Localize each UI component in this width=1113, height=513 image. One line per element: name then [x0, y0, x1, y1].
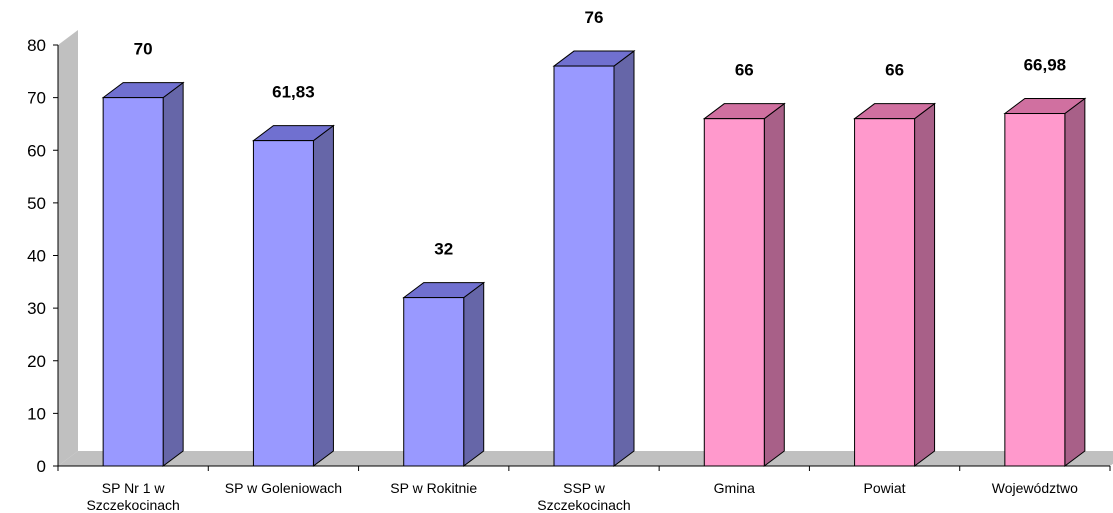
- bar-side: [914, 102, 936, 467]
- bar-front: [703, 118, 765, 467]
- bar-front: [102, 97, 164, 467]
- y-tick-label: 80: [27, 36, 46, 55]
- y-tick-label: 30: [27, 299, 46, 318]
- data-label: 66: [885, 61, 904, 80]
- y-tick-label: 40: [27, 247, 46, 266]
- y-tick-label: 70: [27, 89, 46, 108]
- bar: [552, 50, 636, 467]
- bar-side: [763, 102, 785, 467]
- y-axis: 0 10 20 30 40 50 60 70 80: [27, 36, 59, 476]
- bar-front: [553, 65, 615, 467]
- bar: [1003, 97, 1087, 467]
- bar: [251, 124, 335, 467]
- bar: [853, 102, 937, 467]
- bar-side: [1064, 97, 1086, 467]
- y-tick-label: 0: [37, 457, 46, 476]
- x-tick-label: Gmina: [714, 480, 755, 496]
- bar-side: [613, 50, 635, 467]
- bars: [101, 50, 1087, 467]
- data-label: 70: [134, 40, 153, 59]
- x-tick-label: Szczekocinach: [86, 497, 179, 513]
- y-tick-label: 50: [27, 194, 46, 213]
- bar-front: [252, 140, 314, 467]
- data-label: 61,83: [272, 83, 315, 102]
- data-label: 66,98: [1024, 56, 1067, 75]
- bar: [101, 81, 185, 467]
- x-tick-label: SP w Goleniowach: [225, 480, 342, 496]
- y-tick-label: 20: [27, 352, 46, 371]
- bar-front: [403, 297, 465, 467]
- side-wall: [58, 30, 78, 466]
- data-labels: 70 61,83 32 76 66 66 66,98: [134, 8, 1066, 259]
- bar-side: [312, 124, 334, 467]
- data-label: 32: [434, 240, 453, 259]
- x-tick-label: SP w Rokitnie: [390, 480, 477, 496]
- y-tick-label: 10: [27, 404, 46, 423]
- bar-front: [854, 118, 916, 467]
- x-tick-label: Szczekocinach: [537, 497, 630, 513]
- bar-front: [1004, 113, 1066, 467]
- bar-side: [463, 281, 485, 467]
- data-label: 76: [585, 8, 604, 27]
- x-tick-label: Powiat: [864, 480, 906, 496]
- y-tick-label: 60: [27, 141, 46, 160]
- x-tick-label: SSP w: [563, 480, 606, 496]
- bar-side: [162, 81, 184, 467]
- x-tick-label: SP Nr 1 w: [102, 480, 166, 496]
- bar: [402, 281, 486, 467]
- bar: [702, 102, 786, 467]
- x-tick-label: Województwo: [992, 480, 1078, 496]
- data-label: 66: [735, 61, 754, 80]
